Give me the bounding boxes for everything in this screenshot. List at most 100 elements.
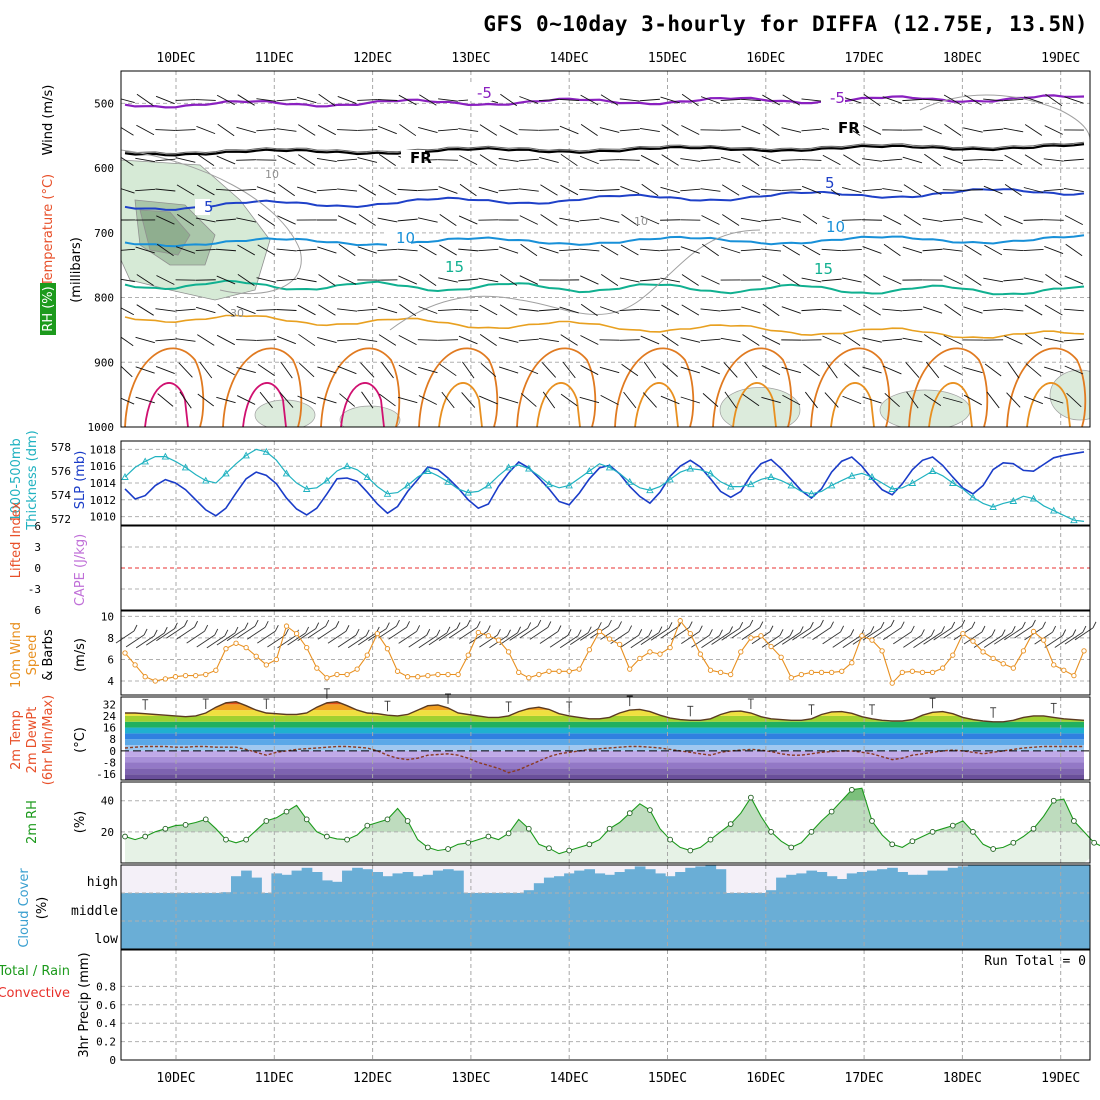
upper-wind-barb <box>623 391 637 409</box>
cloud-cover-bar <box>230 921 242 949</box>
upper-wind-barb <box>377 217 398 223</box>
upper-wind-barb <box>680 396 700 404</box>
upper-wind-barb <box>121 336 134 347</box>
upper-wind-barb <box>660 186 680 194</box>
upper-wind-barb <box>498 337 519 343</box>
upper-wind-barb <box>1003 248 1024 252</box>
upper-wind-barb <box>136 124 155 136</box>
plus-20-contour <box>124 314 1085 339</box>
rh-marker <box>586 841 593 848</box>
temperature-contour-label: 15 <box>445 258 464 276</box>
thickness-marker <box>585 467 594 474</box>
dewpoint-axis-label: 2m DewPt <box>25 707 40 774</box>
upper-wind-barb <box>277 215 296 225</box>
thickness-marker <box>363 473 372 480</box>
upper-wind-barb <box>176 184 195 196</box>
upper-wind-barb <box>121 126 134 136</box>
wind-speed-marker <box>526 675 532 681</box>
cloud-level-label-low: low <box>95 932 119 947</box>
upper-wind-barb <box>217 303 235 317</box>
rh-marker <box>606 825 613 832</box>
date-label-bottom: 13DEC <box>451 1071 490 1086</box>
pressure-tick-label: 500 <box>94 97 114 110</box>
upper-wind-barb <box>540 184 558 196</box>
upper-wind-barb <box>197 393 214 407</box>
temperature-band <box>125 715 1084 722</box>
temp-units-label: (°C) <box>73 727 88 753</box>
panel-frame-precip <box>120 949 1091 1061</box>
upper-wind-barb <box>256 128 277 132</box>
cloud-cover-bar <box>866 893 878 921</box>
rh-marker <box>1071 818 1077 824</box>
wind-speed-marker <box>455 671 461 678</box>
axis-label-part: 3hr Precip (mm) <box>77 952 92 1057</box>
thickness-marker <box>262 447 271 455</box>
upper-wind-barb <box>478 186 499 194</box>
cloud-cover-bar <box>978 921 989 949</box>
cloud-cover-bar <box>907 921 919 949</box>
upper-wind-barb <box>803 363 820 377</box>
wind-speed-marker <box>687 630 693 637</box>
upper-wind-barb <box>217 364 235 376</box>
upper-wind-barb <box>296 248 317 252</box>
upper-wind-barb <box>902 98 923 102</box>
cloud-cover-bar <box>533 883 545 893</box>
upper-wind-barb <box>378 125 397 135</box>
upper-wind-barb <box>761 275 781 285</box>
upper-wind-barb <box>923 334 942 346</box>
upper-wind-barb <box>986 391 1000 409</box>
cloud-cover-bar <box>988 921 999 949</box>
upper-wind-barb <box>538 308 559 312</box>
wind-speed-marker <box>627 666 633 672</box>
surface-wind-barb-feather <box>729 626 733 633</box>
surface-wind-barb-feather <box>991 629 996 636</box>
upper-wind-barb <box>720 98 741 102</box>
low-level-temperature-contour <box>830 382 875 427</box>
upper-wind-barb <box>841 248 862 252</box>
wind-speed-marker <box>324 675 330 681</box>
upper-wind-barb <box>337 215 357 225</box>
upper-wind-barb <box>236 188 257 192</box>
contour-label-bg <box>468 85 492 101</box>
rh-marker <box>626 810 633 817</box>
cloud-cover-bar <box>574 921 585 949</box>
upper-wind-barb <box>1063 188 1084 192</box>
rh-marker <box>1050 797 1057 804</box>
surface-wind-barb <box>347 635 367 649</box>
surface-wind-barb-feather <box>194 620 198 628</box>
upper-wind-barb <box>279 392 294 408</box>
cloud-cover-bar <box>604 893 616 921</box>
rh-contour-label: 10 <box>634 215 648 228</box>
upper-wind-barb <box>681 304 700 316</box>
cloud-cover-bar <box>654 921 666 949</box>
surface-wind-barb-feather <box>658 626 663 633</box>
surface-wind-barb <box>166 625 185 639</box>
cloud-cover-bar <box>251 877 262 893</box>
cloud-cover-bar <box>574 893 585 921</box>
upper-wind-barb <box>580 94 599 106</box>
upper-wind-barb <box>619 277 640 283</box>
low-level-temperature-contour <box>634 382 679 427</box>
upper-wind-barb <box>942 248 963 252</box>
surface-wind-barb <box>246 626 266 640</box>
upper-wind-barb <box>197 153 215 167</box>
axis-label-part: Speed <box>25 635 40 676</box>
upper-wind-barb <box>538 99 559 101</box>
upper-wind-barb <box>700 308 721 312</box>
surface-wind-barb <box>226 628 246 642</box>
upper-wind-barb <box>1066 392 1082 408</box>
cloud-cover-bar <box>644 893 656 921</box>
temperature-band <box>125 774 1084 780</box>
upper-wind-barb <box>1023 249 1044 251</box>
thickness-marker <box>545 480 553 488</box>
cloud-cover-bar <box>362 893 373 921</box>
upper-wind-barb <box>882 365 902 375</box>
cloud-cover-bar <box>826 893 838 921</box>
cloud-cover-bar <box>190 921 202 949</box>
upper-wind-barb <box>1004 183 1022 197</box>
upper-wind-barb <box>195 217 216 223</box>
upper-wind-barb <box>175 246 196 254</box>
wind-speed-marker <box>748 635 754 641</box>
surface-wind-barb-feather <box>133 624 138 632</box>
thickness-marker <box>949 479 957 486</box>
